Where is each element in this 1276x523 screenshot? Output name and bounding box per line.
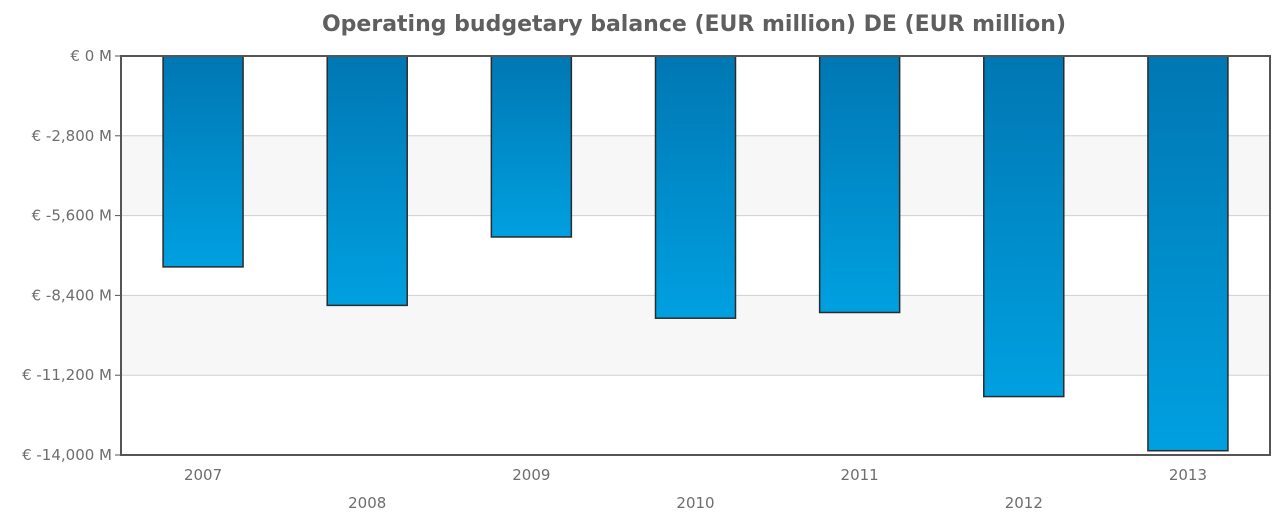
bar-2011 [818,55,901,314]
bar-2009 [490,55,573,238]
x-tick-label: 2007 [184,466,222,484]
y-tick-label: € -8,400 M [32,286,112,304]
x-tick-label: 2009 [512,466,550,484]
x-tick-label: 2010 [676,494,714,512]
chart-title: Operating budgetary balance (EUR million… [322,12,1066,37]
y-tick-label: € -14,000 M [22,446,112,464]
bar-2010 [654,55,737,319]
bar-2008 [326,55,408,307]
bar-2012 [983,55,1065,398]
x-axis-ticks: 2007 2008 2009 2010 2011 2012 2013 [184,466,1207,512]
y-tick-label: € -11,200 M [22,366,112,384]
x-tick-label: 2011 [841,466,879,484]
x-tick-label: 2012 [1005,494,1043,512]
y-tick-label: € -5,600 M [32,207,112,225]
y-tick-label: € -2,800 M [32,127,112,145]
x-tick-label: 2008 [348,494,386,512]
bar-2013 [1147,55,1229,452]
plot-frame [120,55,1271,456]
bar-series [162,55,1229,452]
bar-2007 [162,55,244,268]
y-axis-ticks: € 0 M € -2,800 M € -5,600 M € -8,400 M € -11… [22,47,121,464]
y-tick-label: € 0 M [70,47,112,65]
x-tick-label: 2013 [1169,466,1207,484]
